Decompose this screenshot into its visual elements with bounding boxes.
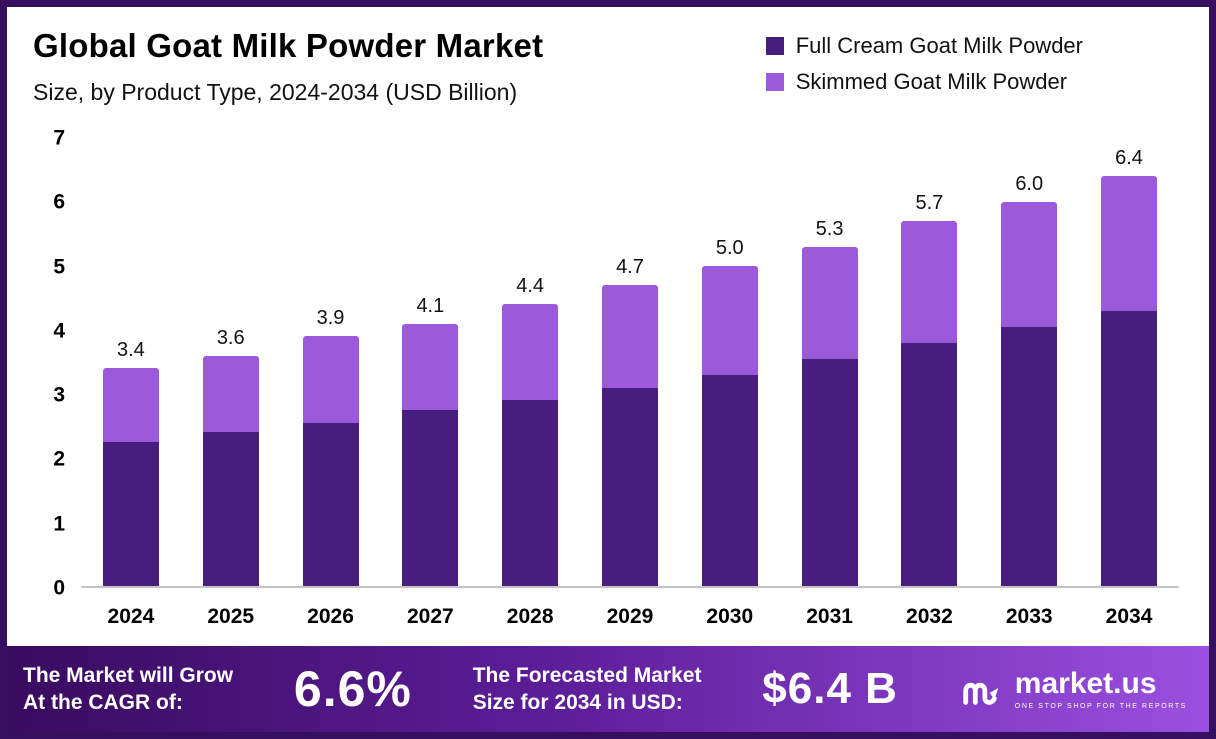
bar-group: 6.4 — [1079, 138, 1179, 586]
bar-total-label: 6.4 — [1115, 147, 1143, 170]
x-axis-label: 2034 — [1105, 605, 1153, 628]
cagr-label: The Market will Grow At the CAGR of: — [23, 662, 233, 717]
x-axis-label: 2026 — [307, 605, 354, 628]
legend-swatch-full-cream-icon — [765, 37, 784, 55]
bar-total-label: 5.7 — [915, 192, 944, 215]
bar-segment-full-cream — [601, 387, 658, 586]
x-axis-label: 2029 — [606, 605, 654, 628]
bar-segment-skimmed — [901, 221, 958, 343]
bar-segment-skimmed — [302, 336, 359, 423]
y-axis-label: 6 — [53, 190, 65, 214]
chart-header: Global Goat Milk Powder Market Size, by … — [7, 7, 1209, 124]
bar-segment-full-cream — [402, 410, 459, 586]
x-axis-label: 2024 — [107, 605, 155, 628]
x-axis-label: 2033 — [1005, 605, 1053, 628]
chart-titles: Global Goat Milk Powder Market Size, by … — [33, 27, 543, 106]
bar-group: 3.9 — [281, 138, 381, 586]
bar-columns: 3.4 3.6 3.9 4.1 4.4 4.7 5.0 5.3 5.7 6.0 6.4 — [81, 138, 1179, 586]
y-axis-label: 3 — [53, 383, 65, 407]
bar-segment-full-cream — [1101, 310, 1158, 586]
bar-segment-full-cream — [502, 400, 559, 586]
bar-segment-full-cream — [102, 442, 159, 586]
bar-group: 4.1 — [380, 138, 480, 586]
bar-total-label: 4.7 — [616, 256, 644, 279]
bar-total-label: 3.9 — [316, 307, 345, 330]
chart-subtitle: Size, by Product Type, 2024-2034 (USD Bi… — [33, 79, 518, 105]
bar-segment-skimmed — [202, 355, 259, 433]
bar-segment-full-cream — [801, 358, 858, 586]
x-axis: 2024 2025 2026 2027 2028 2029 2030 2031 2032 2033… — [7, 588, 1209, 646]
x-axis-label: 2025 — [207, 605, 255, 628]
legend-swatch-skimmed-icon — [765, 73, 784, 91]
y-axis-label: 7 — [53, 126, 65, 150]
bar-total-label: 4.1 — [416, 294, 445, 317]
y-axis-label: 4 — [53, 319, 65, 343]
bar-segment-full-cream — [302, 422, 359, 586]
bar-segment-skimmed — [102, 368, 159, 442]
bar-total-label: 5.0 — [715, 237, 744, 260]
bar-group: 5.0 — [680, 138, 780, 586]
legend-label-full-cream: Full Cream Goat Milk Powder — [795, 33, 1083, 58]
brand-name: market.us — [1014, 666, 1157, 700]
x-axis-label: 2027 — [406, 605, 454, 628]
x-axis-label: 2032 — [906, 605, 953, 628]
bar-total-label: 3.4 — [117, 339, 145, 362]
bar-group: 3.4 — [81, 138, 181, 586]
page-title: Global Goat Milk Powder Market — [33, 27, 544, 64]
market-us-logo-icon — [963, 682, 999, 705]
cagr-label-line1: The Market will Grow — [23, 663, 234, 687]
legend-item-full-cream: Full Cream Goat Milk Powder — [765, 33, 1083, 59]
bar-group: 5.3 — [780, 138, 880, 586]
bar-group: 3.6 — [181, 138, 281, 586]
chart-legend: Full Cream Goat Milk Powder Skimmed Goat… — [765, 27, 1179, 95]
y-axis-label: 0 — [53, 576, 65, 600]
cagr-value: 6.6% — [293, 661, 412, 717]
legend-item-skimmed: Skimmed Goat Milk Powder — [765, 69, 1083, 95]
x-axis-labels: 2024 2025 2026 2027 2028 2029 2030 2031 2032 2033… — [81, 605, 1179, 629]
chart-area: 0 1 2 3 4 5 6 7 3.4 3.6 3.9 4.1 4.4 4.7 5.0 5.3 5.7 6.0 6… — [7, 128, 1209, 599]
bar-group: 4.4 — [480, 138, 580, 586]
x-axis-label: 2031 — [806, 605, 853, 628]
y-axis: 0 1 2 3 4 5 6 7 — [23, 128, 81, 599]
bar-segment-full-cream — [202, 432, 259, 586]
brand-tagline: ONE STOP SHOP FOR THE REPORTS — [1014, 702, 1187, 710]
brand-text: market.us ONE STOP SHOP FOR THE REPORTS — [1014, 666, 1187, 710]
bar-total-label: 5.3 — [815, 217, 844, 240]
market-us-logo: market.us ONE STOP SHOP FOR THE REPORTS — [959, 666, 1187, 712]
bar-total-label: 4.4 — [516, 275, 545, 298]
bar-segment-skimmed — [601, 285, 658, 388]
bar-total-label: 3.6 — [216, 326, 245, 349]
y-axis-label: 1 — [53, 512, 65, 536]
y-axis-label: 5 — [53, 255, 65, 279]
bar-group: 4.7 — [580, 138, 680, 586]
forecast-label-line2: Size for 2034 in USD: — [472, 691, 683, 714]
x-axis-label: 2028 — [506, 605, 554, 628]
bar-segment-skimmed — [1101, 176, 1158, 311]
forecast-label: The Forecasted Market Size for 2034 in U… — [473, 662, 702, 717]
bar-segment-full-cream — [1001, 326, 1058, 586]
x-axis-label: 2030 — [706, 605, 754, 628]
plot-area: 3.4 3.6 3.9 4.1 4.4 4.7 5.0 5.3 5.7 6.0 6.4 — [81, 138, 1179, 588]
bar-segment-full-cream — [901, 342, 958, 586]
bar-segment-skimmed — [502, 304, 559, 401]
y-axis-label: 2 — [53, 447, 65, 471]
bar-segment-skimmed — [402, 323, 459, 410]
bar-segment-skimmed — [801, 246, 858, 359]
bar-total-label: 6.0 — [1015, 173, 1044, 196]
bar-group: 6.0 — [979, 138, 1079, 586]
bar-segment-skimmed — [1001, 202, 1058, 327]
legend-label-skimmed: Skimmed Goat Milk Powder — [795, 69, 1068, 94]
bar-group: 5.7 — [880, 138, 980, 586]
cagr-label-line2: At the CAGR of: — [23, 691, 183, 714]
forecast-value: $6.4 B — [762, 664, 898, 713]
bar-segment-skimmed — [701, 266, 758, 375]
forecast-label-line1: The Forecasted Market — [472, 663, 702, 687]
footer-banner: The Market will Grow At the CAGR of: 6.6… — [7, 646, 1209, 732]
bar-segment-full-cream — [701, 374, 758, 586]
